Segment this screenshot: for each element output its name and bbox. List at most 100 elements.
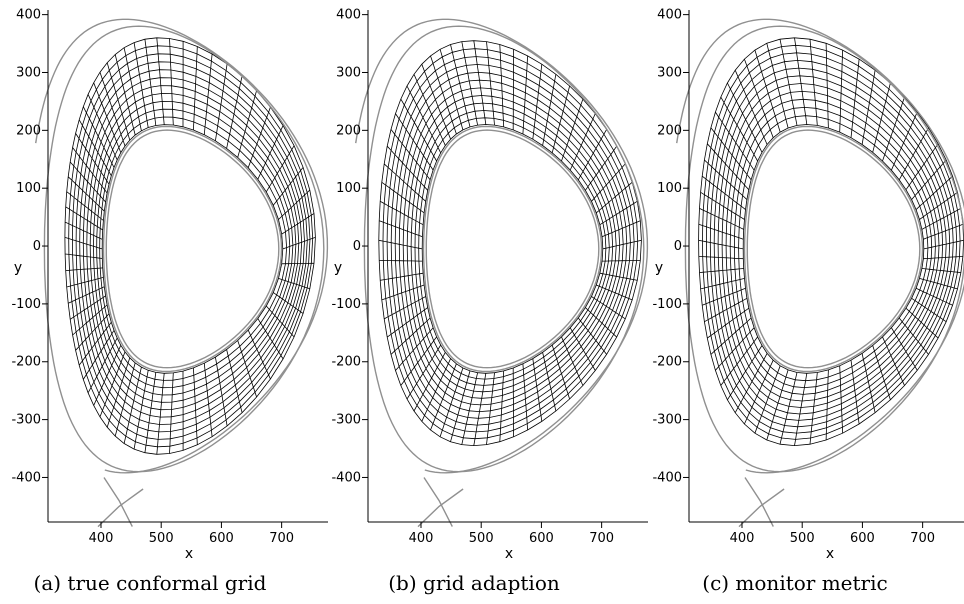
grid-spoke-line [569,327,596,371]
grid-spoke-line [522,363,528,431]
outer-flux-surface [43,25,325,473]
y-tick-label: -400 [331,470,361,485]
grid-spoke-line [522,55,528,135]
grid-spoke-line [898,127,929,180]
x-tick-label: 700 [910,531,935,546]
axes: 400 300 200 100 0 -100 -200 -300 -400 400 500 600 70… [331,8,648,546]
y-tick-label: -100 [331,297,361,312]
inner-flux-surface [422,125,603,373]
grid-spoke-line [734,70,768,145]
grid-spoke-line [144,39,157,126]
grid-spoke-line [461,41,478,126]
grid-spoke-line [596,181,633,214]
grid-spoke-line [64,237,103,250]
grid-spoke-line [591,163,626,202]
grid-spoke-line [923,239,964,250]
grid-spoke-line [386,145,428,191]
y-tick-label: 200 [16,123,41,138]
grid-spoke-line [265,145,295,193]
grid-spoke-line [413,74,446,146]
panel-caption: (c) monitor metric [702,571,887,595]
flux-surfaces [35,18,329,528]
grid-spoke-line [596,284,633,301]
grid-ring-line [398,79,624,413]
grid-spoke-line [215,357,228,426]
grid-spoke-line [720,96,758,162]
grid-spoke-line [794,37,808,125]
grid-spoke-line [754,49,781,133]
grid-spoke-line [67,176,105,212]
grid-spoke-line [698,256,744,260]
grid-ring-line [68,45,314,448]
y-tick-label: 400 [16,8,41,23]
grid-spoke-line [850,59,860,138]
grid-spoke-line [720,336,758,386]
grid-spoke-line [237,340,257,398]
grid-spoke-line [82,106,115,168]
grid-spoke-line [383,163,426,202]
grid-spoke-line [569,113,596,171]
grid-spoke-line [744,58,774,138]
grid-spoke-line [66,277,104,288]
grid-spoke-line [278,278,310,290]
grid-spoke-line [272,167,304,206]
divertor-leg [738,488,785,528]
grid-spoke-line [698,223,744,240]
inner-flux-surface [425,129,600,369]
grid-spoke-line [133,370,149,450]
outer-flux-surface [684,25,964,473]
grid-spoke-line [439,367,464,437]
x-tick-label: 400 [409,531,434,546]
grid-spoke-line [602,239,642,250]
inner-flux-surface [746,129,921,369]
grid-spoke-line [400,336,437,386]
grid-spoke-line [247,329,271,380]
grid-spoke-line [169,372,174,454]
grid-spoke-line [919,191,958,220]
grid-spoke-line [257,318,284,360]
grid-spoke-line [278,189,311,220]
grid-spoke-line [794,373,808,446]
grid-spoke-line [704,159,748,200]
grid-spoke-line [585,307,617,338]
grid-spoke-line [882,96,905,162]
grid-spoke-line [380,272,424,281]
grid-spoke-line [825,43,829,129]
grid-spoke-line [702,287,746,306]
x-tick-label: 600 [209,531,234,546]
grid-spoke-line [754,365,781,434]
grid-spoke-line [381,181,425,214]
grid-spoke-line [144,372,157,453]
x-tick-label: 500 [149,531,174,546]
grid-spoke-line [281,262,314,265]
grid-spoke-line [599,272,638,281]
grid-spoke-line [64,221,103,240]
y-axis-title: y [14,260,22,276]
x-tick-label: 600 [850,531,875,546]
grid-ring-line [721,83,944,408]
y-tick-label: 200 [336,123,361,138]
grid-spoke-line [68,286,105,304]
y-tick-label: 300 [336,65,361,80]
grid-mesh [64,37,316,455]
y-tick-label: -300 [11,413,41,428]
separatrix [35,18,329,474]
grid-spoke-line [779,39,798,126]
grid-spoke-line [78,321,112,366]
y-tick-label: 0 [33,239,41,254]
grid-spoke-line [378,239,423,250]
grid-spoke-line [379,220,423,238]
y-tick-label: -300 [331,413,361,428]
grid-spoke-line [561,336,584,386]
grid-spoke-line [390,317,431,355]
grid-spoke-line [203,53,213,135]
grid-spoke-line [911,159,947,200]
grid-spoke-line [78,119,112,176]
grid-spoke-line [99,72,126,147]
y-axis-title: y [334,260,342,276]
grid-spoke-line [905,143,939,190]
y-tick-label: 100 [657,181,682,196]
grid-spoke-line [542,352,557,412]
grid-ring-line [75,61,308,433]
grid-spoke-line [532,64,543,140]
